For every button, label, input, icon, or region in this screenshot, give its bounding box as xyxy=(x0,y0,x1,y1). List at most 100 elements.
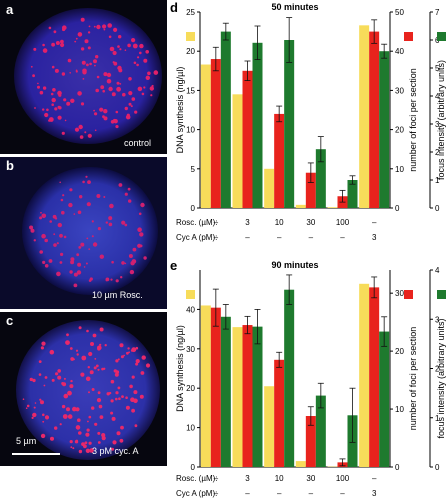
focus-dot xyxy=(33,239,36,242)
bar-focus-intensity xyxy=(284,289,295,467)
focus-dot xyxy=(53,243,57,247)
focus-dot xyxy=(143,256,147,260)
focus-dot xyxy=(37,85,40,89)
focus-dot xyxy=(78,326,82,330)
focus-dot xyxy=(73,272,78,277)
focus-dot xyxy=(94,422,98,426)
cyca-row-label: Cyc A (pM): xyxy=(176,233,217,242)
focus-dot xyxy=(131,375,135,379)
focus-dot xyxy=(122,92,126,97)
focus-dot xyxy=(131,408,136,413)
cyca-value: – xyxy=(340,233,345,242)
focus-dot xyxy=(139,51,142,55)
focus-dot xyxy=(104,344,107,347)
focus-dot xyxy=(102,115,105,119)
focus-dot xyxy=(44,415,50,420)
focus-dot xyxy=(42,420,45,423)
right1-tick-label: 30 xyxy=(395,289,404,298)
focus-dot xyxy=(76,270,82,275)
focus-dot xyxy=(70,257,75,262)
focus-dot xyxy=(60,42,65,48)
legend-intensity xyxy=(437,32,446,41)
rosc-value: 100 xyxy=(336,474,350,483)
caption-roscovitine: 10 µm Rosc. xyxy=(92,290,143,300)
focus-dot xyxy=(63,377,66,380)
focus-dot xyxy=(73,283,78,288)
focus-dot xyxy=(69,440,73,444)
focus-dot xyxy=(80,47,85,51)
focus-dot xyxy=(50,92,54,96)
focus-dot xyxy=(113,27,118,32)
nucleus-image xyxy=(16,320,160,460)
focus-dot xyxy=(62,194,65,197)
focus-dot xyxy=(52,88,56,92)
focus-dot xyxy=(110,379,115,384)
focus-dot xyxy=(124,223,128,227)
focus-dot xyxy=(112,440,117,445)
right2-axis-label: focus intensity (arbitrary units) xyxy=(436,60,446,180)
focus-dot xyxy=(59,233,63,238)
focus-dot xyxy=(75,37,78,40)
focus-dot xyxy=(66,407,70,412)
focus-dot xyxy=(88,248,91,250)
focus-dot xyxy=(101,436,106,441)
focus-dot xyxy=(48,26,52,30)
focus-dot xyxy=(120,276,123,279)
focus-dot xyxy=(80,17,85,22)
focus-dot xyxy=(51,97,56,103)
focus-dot xyxy=(110,399,114,403)
focus-dot xyxy=(128,199,132,203)
focus-dot xyxy=(67,390,72,396)
focus-dot xyxy=(51,378,55,382)
focus-dot xyxy=(39,216,43,220)
right2-tick-label: 0 xyxy=(435,204,440,213)
focus-dot xyxy=(70,379,73,383)
focus-dot xyxy=(87,420,89,423)
focus-dot xyxy=(40,346,45,350)
focus-dot xyxy=(67,414,73,419)
focus-dot xyxy=(81,60,86,65)
focus-dot xyxy=(115,397,118,401)
focus-dot xyxy=(132,43,138,49)
focus-dot xyxy=(46,108,49,112)
focus-dot xyxy=(59,181,61,184)
bar-dna-synthesis xyxy=(359,283,370,467)
focus-dot xyxy=(129,269,135,275)
rosc-row-label: Rosc. (µM): xyxy=(176,218,218,227)
focus-dot xyxy=(72,447,75,450)
focus-dot xyxy=(55,372,59,376)
bar-dna-synthesis xyxy=(359,25,370,208)
focus-dot xyxy=(70,98,75,104)
focus-dot xyxy=(91,406,95,410)
focus-dot xyxy=(139,43,144,49)
focus-dot xyxy=(139,394,144,399)
caption-control: control xyxy=(124,138,152,148)
focus-dot xyxy=(40,433,46,439)
focus-dot xyxy=(76,253,80,257)
focus-dot xyxy=(32,412,37,418)
focus-dot xyxy=(29,377,33,382)
focus-dot xyxy=(127,347,130,350)
left-tick-label: 10 xyxy=(186,424,195,433)
focus-dot xyxy=(78,449,83,454)
focus-dot xyxy=(95,88,99,93)
focus-dot xyxy=(38,373,42,376)
nucleus-image xyxy=(0,157,167,309)
focus-dot xyxy=(151,84,154,88)
focus-dot xyxy=(134,398,137,401)
focus-dot xyxy=(89,370,94,375)
focus-dot xyxy=(115,125,119,129)
focus-dot xyxy=(133,61,137,65)
focus-dot xyxy=(120,355,124,359)
focus-dot xyxy=(78,124,83,130)
focus-dot xyxy=(93,25,96,28)
focus-dot xyxy=(84,131,87,134)
focus-dot xyxy=(115,279,119,283)
focus-dot xyxy=(64,119,67,122)
focus-dot xyxy=(102,89,105,93)
focus-dot xyxy=(59,261,63,264)
focus-dot xyxy=(117,45,120,48)
focus-dot xyxy=(143,86,146,89)
micrograph-roscovitine xyxy=(0,157,167,309)
focus-dot xyxy=(67,58,72,63)
